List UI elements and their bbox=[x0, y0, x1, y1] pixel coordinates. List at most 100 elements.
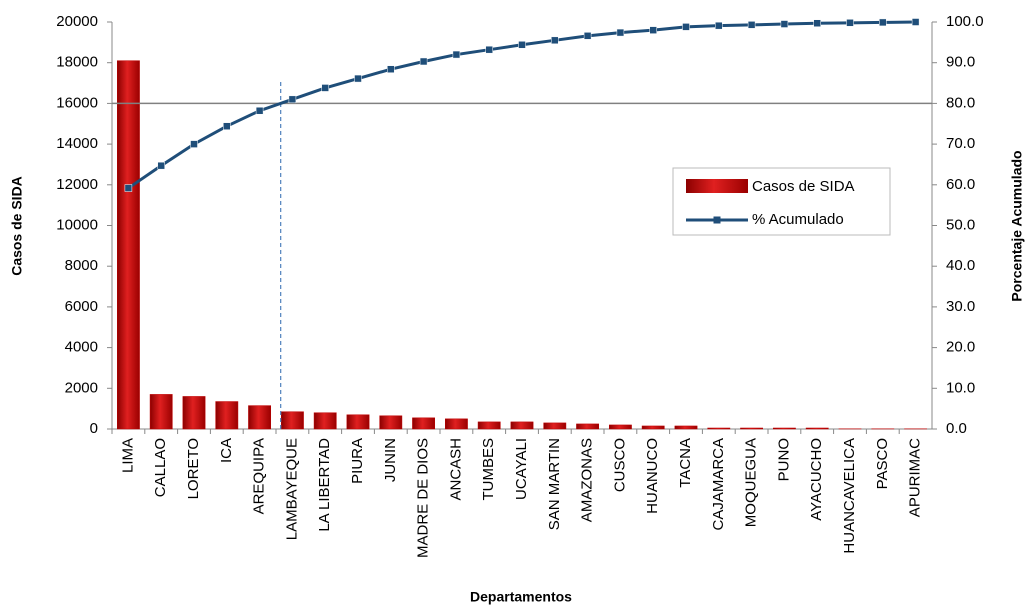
y2-tick-label: 40.0 bbox=[946, 257, 975, 274]
cumulative-marker bbox=[846, 19, 854, 27]
legend-swatch bbox=[686, 179, 748, 193]
bar bbox=[740, 427, 764, 430]
y-axis-title: Casos de SIDA bbox=[9, 176, 25, 276]
y-tick-label: 2000 bbox=[65, 379, 98, 396]
x-tick-label: SAN MARTIN bbox=[546, 438, 563, 530]
x-axis-title: Departamentos bbox=[470, 589, 572, 605]
y-tick-label: 10000 bbox=[56, 216, 98, 233]
x-tick-label: LAMBAYEQUE bbox=[283, 438, 300, 540]
x-tick-label: CUSCO bbox=[611, 438, 628, 492]
cumulative-marker bbox=[682, 23, 690, 31]
bar bbox=[674, 425, 698, 430]
cumulative-marker bbox=[551, 36, 559, 45]
cumulative-marker bbox=[518, 41, 526, 49]
y2-tick-label: 10.0 bbox=[946, 379, 975, 396]
x-tick-label: JUNIN bbox=[382, 438, 399, 482]
cumulative-marker bbox=[223, 122, 231, 130]
x-tick-label: MADRE DE DIOS bbox=[415, 438, 432, 558]
cumulative-marker bbox=[288, 95, 297, 104]
bar bbox=[641, 425, 665, 430]
y2-tick-label: 90.0 bbox=[946, 54, 975, 71]
bar bbox=[608, 424, 632, 430]
bar bbox=[346, 414, 370, 430]
bar bbox=[477, 421, 501, 430]
bar bbox=[543, 422, 567, 430]
x-tick-label: LIMA bbox=[119, 438, 136, 473]
x-tick-label: HUANCAVELICA bbox=[841, 438, 858, 554]
bar bbox=[412, 417, 436, 430]
cumulative-marker bbox=[190, 140, 198, 148]
x-tick-label: PUNO bbox=[775, 438, 792, 481]
x-tick-label: AMAZONAS bbox=[579, 438, 596, 522]
y2-tick-label: 100.0 bbox=[946, 13, 984, 30]
y2-tick-label: 60.0 bbox=[946, 176, 975, 193]
y-tick-label: 4000 bbox=[65, 339, 98, 356]
legend-label: Casos de SIDA bbox=[752, 178, 855, 195]
x-tick-label: LORETO bbox=[185, 438, 202, 499]
cumulative-marker bbox=[879, 18, 887, 27]
cumulative-marker bbox=[452, 50, 461, 59]
cumulative-marker bbox=[321, 84, 329, 92]
x-tick-label: CAJAMARCA bbox=[710, 438, 727, 531]
x-tick-label: MOQUEGUA bbox=[743, 438, 760, 527]
bar bbox=[444, 418, 468, 430]
y-tick-label: 20000 bbox=[56, 13, 98, 30]
y-tick-label: 6000 bbox=[65, 298, 98, 315]
y-tick-label: 8000 bbox=[65, 257, 98, 274]
bar bbox=[280, 411, 304, 430]
x-tick-label: ANCASH bbox=[447, 438, 464, 501]
bar bbox=[116, 60, 140, 430]
y2-tick-label: 30.0 bbox=[946, 298, 975, 315]
y-tick-label: 12000 bbox=[56, 176, 98, 193]
cumulative-marker bbox=[649, 26, 657, 34]
bar bbox=[510, 421, 534, 430]
cumulative-marker bbox=[616, 28, 625, 37]
y-tick-label: 18000 bbox=[56, 54, 98, 71]
legend-label: % Acumulado bbox=[752, 211, 844, 228]
y2-tick-label: 70.0 bbox=[946, 135, 975, 152]
x-tick-label: AYACUCHO bbox=[808, 438, 825, 521]
x-tick-label: PIURA bbox=[349, 438, 366, 484]
x-tick-label: TUMBES bbox=[480, 438, 497, 501]
bar bbox=[379, 415, 403, 430]
cumulative-marker bbox=[387, 65, 395, 73]
cumulative-marker bbox=[583, 32, 592, 40]
cumulative-marker bbox=[715, 21, 723, 30]
cumulative-marker bbox=[255, 106, 264, 115]
bar bbox=[215, 401, 239, 430]
x-tick-label: PASCO bbox=[874, 438, 891, 489]
cumulative-marker bbox=[911, 18, 920, 26]
bar bbox=[149, 394, 173, 430]
cumulative-marker bbox=[419, 57, 428, 66]
x-tick-label: UCAYALI bbox=[513, 438, 530, 500]
bar bbox=[182, 396, 206, 430]
y-tick-label: 16000 bbox=[56, 94, 98, 111]
x-tick-label: ICA bbox=[218, 438, 235, 463]
cumulative-marker bbox=[157, 161, 165, 170]
y-tick-label: 0 bbox=[90, 420, 98, 437]
x-tick-label: TACNA bbox=[677, 438, 694, 488]
cumulative-marker bbox=[354, 74, 362, 83]
x-tick-label: LA LIBERTAD bbox=[316, 438, 333, 532]
cumulative-marker bbox=[780, 20, 789, 28]
x-tick-label: HUANUCO bbox=[644, 438, 661, 514]
x-tick-label: CALLAO bbox=[152, 438, 169, 497]
bar bbox=[313, 412, 337, 430]
y2-tick-label: 0.0 bbox=[946, 420, 967, 437]
x-tick-label: APURIMAC bbox=[907, 438, 924, 517]
y2-tick-label: 20.0 bbox=[946, 339, 975, 356]
bar bbox=[707, 427, 731, 430]
y-tick-label: 14000 bbox=[56, 135, 98, 152]
legend-marker bbox=[713, 216, 721, 224]
bar bbox=[805, 427, 829, 430]
bar bbox=[576, 423, 600, 430]
x-tick-label: AREQUIPA bbox=[251, 438, 268, 514]
y2-tick-label: 80.0 bbox=[946, 94, 975, 111]
bar bbox=[248, 405, 272, 430]
cumulative-marker bbox=[813, 19, 821, 27]
cumulative-marker bbox=[485, 45, 493, 54]
cumulative-marker bbox=[747, 21, 756, 29]
bar bbox=[772, 427, 796, 430]
